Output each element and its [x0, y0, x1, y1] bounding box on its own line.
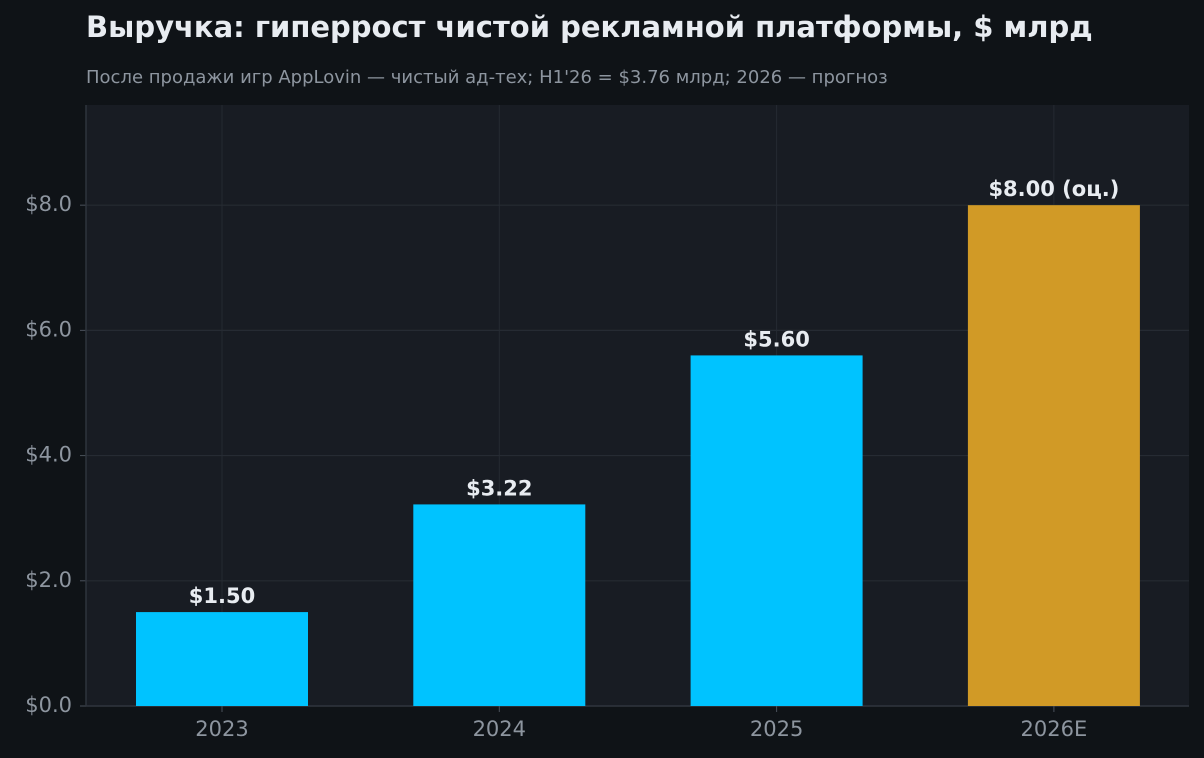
x-tick-label: 2024: [473, 717, 526, 741]
y-tick-label: $6.0: [25, 317, 72, 341]
y-tick-label: $2.0: [25, 568, 72, 592]
bar: [413, 504, 586, 706]
x-tick-label: 2026E: [1021, 717, 1088, 741]
bar: [136, 612, 308, 706]
y-tick-label: $4.0: [25, 443, 72, 467]
bar: [967, 205, 1140, 706]
value-label: $3.22: [466, 476, 532, 500]
y-tick-label: $0.0: [25, 693, 72, 717]
x-tick-label: 2025: [750, 717, 803, 741]
value-label: $5.60: [743, 327, 809, 351]
value-label: $8.00 (оц.): [988, 177, 1119, 201]
x-tick-label: 2023: [195, 717, 248, 741]
chart-subtitle: После продажи игр AppLovin — чистый ад-т…: [86, 67, 888, 88]
chart-title: Выручка: гиперрост чистой рекламной плат…: [86, 10, 1093, 44]
bar: [690, 355, 863, 706]
y-tick-label: $8.0: [25, 192, 72, 216]
value-label: $1.50: [189, 584, 255, 608]
